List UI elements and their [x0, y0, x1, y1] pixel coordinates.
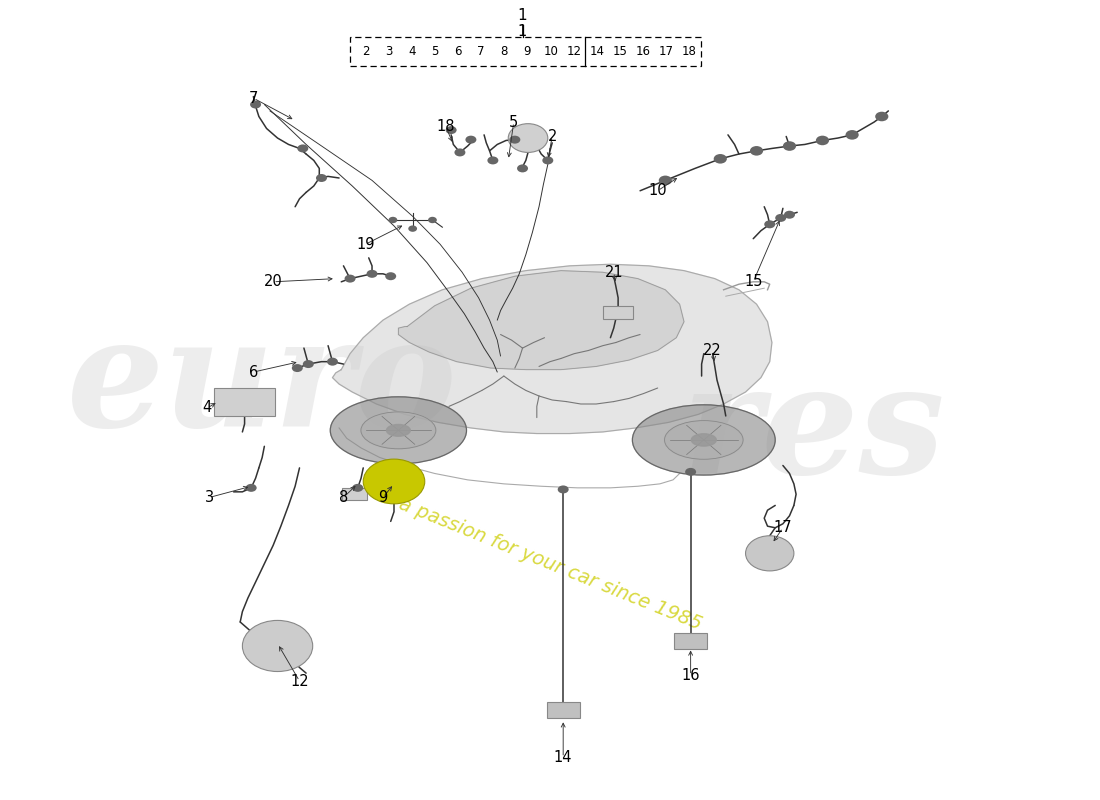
Circle shape	[509, 136, 520, 144]
Polygon shape	[398, 270, 684, 370]
Circle shape	[302, 360, 313, 368]
Bar	[547, 702, 580, 718]
Circle shape	[714, 154, 727, 164]
Text: res: res	[682, 358, 946, 506]
Text: 15: 15	[613, 46, 627, 58]
Circle shape	[876, 112, 889, 122]
Text: 5: 5	[431, 46, 439, 58]
Text: 19: 19	[356, 237, 375, 252]
Circle shape	[366, 270, 377, 278]
FancyBboxPatch shape	[350, 38, 701, 66]
Text: 22: 22	[703, 343, 722, 358]
Text: euro: euro	[67, 310, 458, 458]
Circle shape	[750, 146, 763, 156]
Text: 2: 2	[548, 129, 557, 144]
Bar	[342, 488, 366, 500]
Circle shape	[542, 157, 553, 165]
Circle shape	[746, 536, 794, 571]
Text: 1: 1	[518, 8, 527, 23]
Text: 17: 17	[773, 520, 792, 535]
Ellipse shape	[361, 412, 436, 449]
Text: a passion for your car since 1985: a passion for your car since 1985	[396, 494, 704, 634]
Ellipse shape	[386, 425, 410, 436]
Circle shape	[454, 149, 465, 157]
Text: 16: 16	[681, 668, 700, 683]
Text: 17: 17	[659, 46, 674, 58]
Text: 3: 3	[205, 490, 214, 505]
Circle shape	[465, 136, 476, 144]
Text: 1: 1	[518, 23, 527, 38]
Text: 4: 4	[408, 46, 416, 58]
Text: 2: 2	[362, 46, 370, 58]
Bar	[674, 633, 707, 649]
Text: 20: 20	[264, 274, 283, 290]
Text: 18: 18	[437, 118, 455, 134]
Circle shape	[517, 165, 528, 172]
Text: 14: 14	[590, 46, 604, 58]
Circle shape	[764, 220, 776, 228]
Circle shape	[783, 142, 796, 151]
Circle shape	[408, 226, 417, 232]
Circle shape	[245, 484, 256, 492]
Text: 9: 9	[378, 490, 387, 505]
Text: 18: 18	[682, 46, 697, 58]
Text: 12: 12	[290, 674, 309, 689]
Text: 10: 10	[648, 183, 667, 198]
Text: 15: 15	[744, 274, 762, 290]
Bar	[214, 388, 275, 415]
Circle shape	[292, 364, 302, 372]
Circle shape	[327, 358, 338, 366]
Polygon shape	[332, 264, 772, 434]
Text: 5: 5	[509, 114, 518, 130]
Bar	[603, 306, 634, 318]
Text: 8: 8	[500, 46, 508, 58]
Text: 7: 7	[477, 46, 485, 58]
Text: 7: 7	[249, 90, 258, 106]
Circle shape	[784, 210, 795, 218]
Text: 21: 21	[604, 265, 623, 280]
Text: 6: 6	[454, 46, 462, 58]
Circle shape	[385, 272, 396, 280]
Text: 4: 4	[202, 401, 212, 415]
Text: 6: 6	[249, 365, 258, 379]
Circle shape	[816, 136, 829, 146]
Circle shape	[363, 459, 425, 504]
Circle shape	[685, 468, 696, 476]
Circle shape	[250, 101, 261, 109]
Circle shape	[846, 130, 859, 140]
Text: 14: 14	[554, 750, 572, 766]
Text: 12: 12	[566, 46, 581, 58]
Circle shape	[344, 274, 355, 282]
Ellipse shape	[632, 405, 776, 475]
Circle shape	[508, 124, 548, 153]
Circle shape	[659, 175, 672, 185]
Circle shape	[487, 157, 498, 165]
Circle shape	[428, 217, 437, 223]
Circle shape	[776, 214, 786, 222]
Ellipse shape	[330, 397, 466, 464]
Text: 9: 9	[524, 46, 531, 58]
Text: 10: 10	[543, 46, 558, 58]
Circle shape	[242, 621, 312, 671]
Ellipse shape	[664, 421, 744, 459]
Circle shape	[558, 486, 569, 494]
Text: 8: 8	[339, 490, 348, 505]
Circle shape	[446, 126, 456, 134]
Circle shape	[316, 174, 327, 182]
Text: 16: 16	[636, 46, 651, 58]
Text: 3: 3	[385, 46, 393, 58]
Circle shape	[297, 145, 308, 153]
Circle shape	[388, 217, 397, 223]
Circle shape	[352, 484, 363, 492]
Ellipse shape	[691, 434, 716, 446]
